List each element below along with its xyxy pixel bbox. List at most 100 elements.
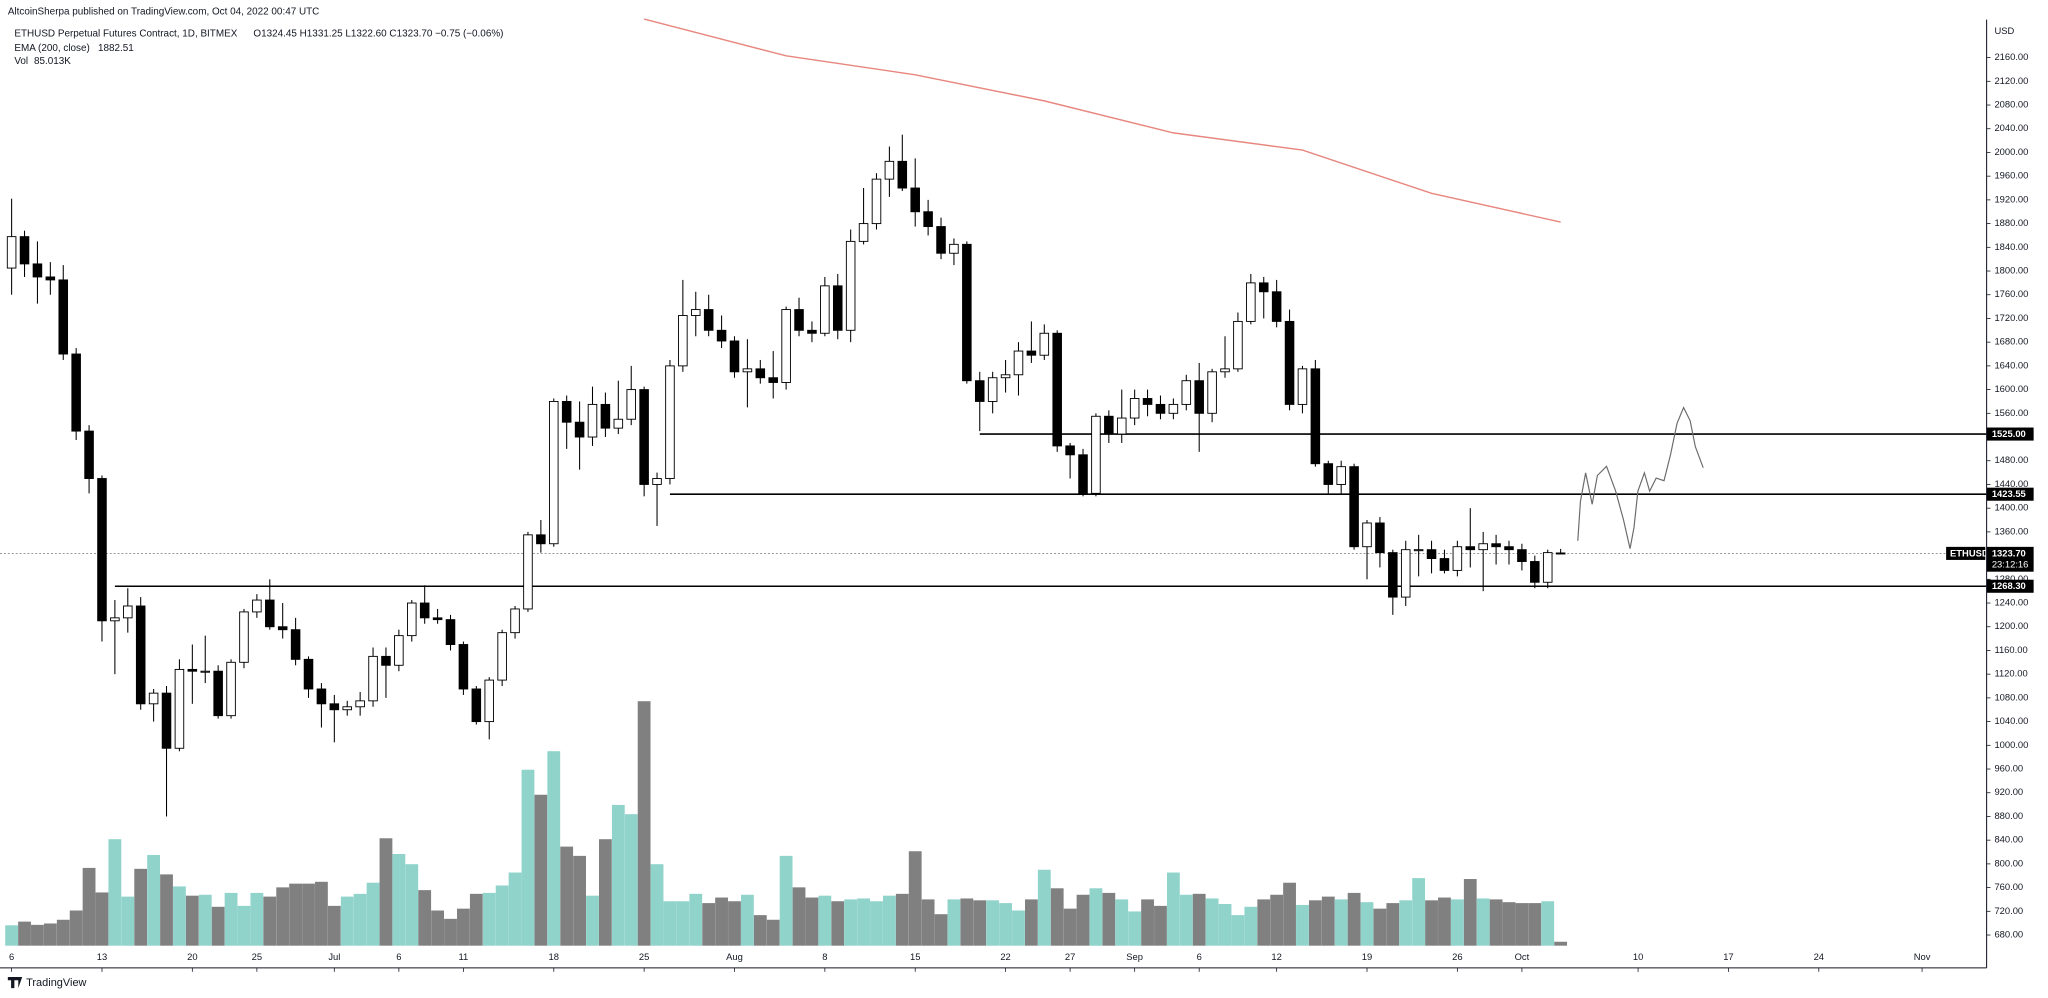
volume-bar [237,905,251,946]
x-tick-label: 8 [822,951,827,962]
volume-bar [31,924,44,946]
y-tick-label: 2000.00 [1994,146,2028,157]
volume-bar [715,897,728,946]
candle-body [484,679,494,723]
candle-body [781,309,791,383]
x-tick-label: 24 [1814,951,1824,962]
symbol-title: ETHUSD Perpetual Futures Contract, 1D, B… [14,29,237,40]
level-label: 1423.55 [1992,488,2026,499]
candle-body [690,309,701,316]
candle-body [265,599,275,628]
candle-body [84,430,94,479]
countdown-label: 23:12:16 [1992,559,2029,570]
x-tick-label: 18 [549,951,559,962]
candles-layer [6,134,1566,817]
y-tick-label: 2040.00 [1994,122,2028,133]
volume-bar [418,890,432,946]
volume-bar [1541,901,1555,946]
volume-bar [431,910,444,946]
candle-body [394,635,404,666]
volume-bar [276,887,290,946]
candle-body [1439,558,1450,571]
volume-bar [366,882,380,946]
volume-bar [224,892,238,946]
candle-body [1065,445,1075,456]
candle-body [897,160,908,189]
volume-bar [1334,899,1348,946]
x-tick-label: 6 [9,951,14,962]
volume-bar [134,868,148,946]
x-tick-label: 12 [1271,951,1281,962]
volume-bar [1386,903,1400,946]
candle-body [652,478,662,485]
logo-text: TradingView [26,977,86,989]
volume-bar [250,892,264,946]
candle-body [1542,552,1553,583]
candle-body [510,608,520,634]
candle-body [1052,332,1062,447]
volume-bar [1554,941,1568,946]
candle-body [1026,350,1037,356]
candle-body [626,389,636,420]
candle-body [923,211,933,228]
y-tick-label: 1360.00 [1994,525,2028,536]
level-label: 1268.30 [1992,580,2026,591]
y-tick-label: 1080.00 [1994,691,2028,702]
volume-bar [1128,911,1142,946]
volume-bar [1166,872,1180,946]
x-tick-label: Aug [726,951,743,962]
volume-bar [934,914,948,946]
volume-bar [508,872,522,946]
volume-bar [1012,910,1025,946]
volume-bar [1528,903,1542,946]
candle-body [239,611,249,663]
candle-body [1388,552,1398,598]
volume-bar [160,874,173,946]
volume-bar [1024,899,1038,946]
volume-bar [1399,900,1413,946]
symbol-box [1946,546,1986,560]
candle-body [1258,282,1269,293]
y-tick-label: 1440.00 [1994,478,2028,489]
volume-bar [999,903,1012,946]
candle-body [303,658,314,690]
candle-body [200,670,211,673]
volume-bar [43,923,57,946]
candle-body [587,403,598,438]
volume-bar [1283,882,1296,946]
currency: USD [1994,25,2014,36]
volume-bar [1489,899,1503,946]
volume-bar [1296,904,1309,946]
candle-body [355,700,365,708]
last-price-box [1986,546,2034,572]
candle-body [1104,415,1114,435]
candle-body [252,599,262,613]
volume-bar [547,751,561,946]
candle-body [174,668,185,749]
volume-bar [1115,899,1129,946]
volume-bar [1308,900,1322,946]
y-tick-label: 720.00 [1994,905,2023,916]
volume-bar [599,839,612,946]
candle-body [665,365,675,479]
y-tick-label: 800.00 [1994,857,2023,868]
candle-body [600,403,611,429]
candle-body [1504,546,1514,551]
volume-bar [482,892,496,946]
candle-body [820,285,830,334]
candle-body [536,534,546,545]
y-tick-label: 1680.00 [1994,336,2028,347]
candle-body [161,692,172,749]
y-tick-label: 880.00 [1994,810,2023,821]
candle-body [1181,380,1192,405]
candle-body [936,226,946,254]
volume-bar [1360,902,1374,946]
candle-body [1039,332,1050,356]
y-tick-label: 680.00 [1994,929,2023,940]
x-tick-label: 6 [1197,951,1202,962]
candle-body [1284,320,1295,405]
volume-value: 85.013K [34,56,71,67]
candle-body [316,688,327,705]
